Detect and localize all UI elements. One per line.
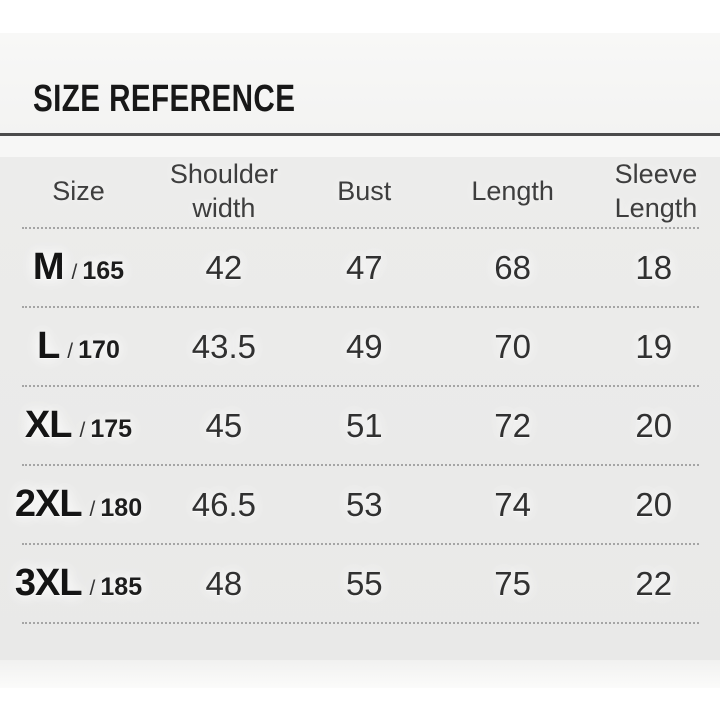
size-label: M xyxy=(32,246,65,288)
size-table: Size Shoulder width Bust Length Sleeve L… xyxy=(0,157,720,660)
size-separator: / xyxy=(71,261,78,284)
height-label: 165 xyxy=(82,257,125,285)
size-cell: M / 165 xyxy=(0,246,157,289)
length-value: 72 xyxy=(494,406,531,444)
length-value: 74 xyxy=(494,485,531,523)
shoulder-width-value: 45 xyxy=(205,406,243,444)
height-label: 170 xyxy=(78,336,120,364)
sleeve-length-value: 22 xyxy=(635,564,673,602)
size-label: 2XL xyxy=(14,483,83,525)
title-section: SIZE REFERENCE xyxy=(0,33,720,133)
table-header-row: Size Shoulder width Bust Length Sleeve L… xyxy=(0,157,720,227)
size-separator: / xyxy=(79,419,86,442)
top-margin xyxy=(0,0,720,33)
column-header-bust: Bust xyxy=(291,175,438,209)
row-separator xyxy=(22,227,699,229)
column-header-size: Size xyxy=(0,175,157,209)
sleeve-length-value: 20 xyxy=(635,406,673,444)
row-separator xyxy=(22,385,699,387)
bust-value: 51 xyxy=(345,406,383,444)
shoulder-width-value: 42 xyxy=(205,248,243,286)
size-cell: XL / 175 xyxy=(0,404,157,447)
size-cell: L / 170 xyxy=(0,325,157,368)
table-row-3xl: 3XL / 185 48 55 75 22 xyxy=(0,545,720,622)
table-row-xl: XL / 175 45 51 72 20 xyxy=(0,387,720,464)
length-value: 75 xyxy=(494,564,531,602)
bust-value: 47 xyxy=(345,248,383,286)
shoulder-width-value: 48 xyxy=(205,564,243,602)
shoulder-width-value: 43.5 xyxy=(191,327,257,365)
panel-bottom-fade xyxy=(0,660,720,688)
bust-value: 49 xyxy=(345,327,383,365)
shoulder-width-value: 46.5 xyxy=(191,485,257,523)
sleeve-length-value: 18 xyxy=(635,248,673,286)
height-label: 180 xyxy=(100,494,143,522)
table-row-m: M / 165 42 47 68 18 xyxy=(0,229,720,306)
column-header-sleeve-length: Sleeve Length xyxy=(587,158,719,226)
size-cell: 2XL / 180 xyxy=(0,483,157,526)
size-separator: / xyxy=(67,340,74,363)
bust-value: 55 xyxy=(345,564,383,602)
bust-value: 53 xyxy=(345,485,383,523)
gap-strip xyxy=(0,136,720,157)
size-separator: / xyxy=(89,498,96,521)
height-label: 185 xyxy=(100,573,143,601)
column-header-shoulder-width-label: Shoulder width xyxy=(169,159,278,223)
page-title: SIZE REFERENCE xyxy=(33,78,296,120)
size-label: 3XL xyxy=(14,562,83,604)
size-cell: 3XL / 185 xyxy=(0,562,157,605)
size-separator: / xyxy=(89,577,96,600)
column-header-length-label: Length xyxy=(471,176,554,207)
size-label: XL xyxy=(24,404,73,446)
row-separator xyxy=(22,306,699,308)
bottom-margin xyxy=(0,688,720,720)
column-header-length: Length xyxy=(438,175,588,209)
title-divider xyxy=(0,133,720,136)
height-label: 175 xyxy=(90,415,133,443)
length-value: 68 xyxy=(494,248,531,286)
table-row-l: L / 170 43.5 49 70 19 xyxy=(0,308,720,385)
row-separator xyxy=(22,543,699,545)
row-separator xyxy=(22,622,699,624)
sleeve-length-value: 19 xyxy=(635,327,673,365)
column-header-shoulder-width: Shoulder width xyxy=(157,158,291,226)
column-header-size-label: Size xyxy=(52,176,105,207)
sleeve-length-value: 20 xyxy=(635,485,673,523)
column-header-sleeve-length-label: Sleeve Length xyxy=(614,159,698,223)
table-row-2xl: 2XL / 180 46.5 53 74 20 xyxy=(0,466,720,543)
size-label: L xyxy=(37,325,60,367)
row-separator xyxy=(22,464,699,466)
column-header-bust-label: Bust xyxy=(337,176,392,207)
length-value: 70 xyxy=(494,327,531,365)
